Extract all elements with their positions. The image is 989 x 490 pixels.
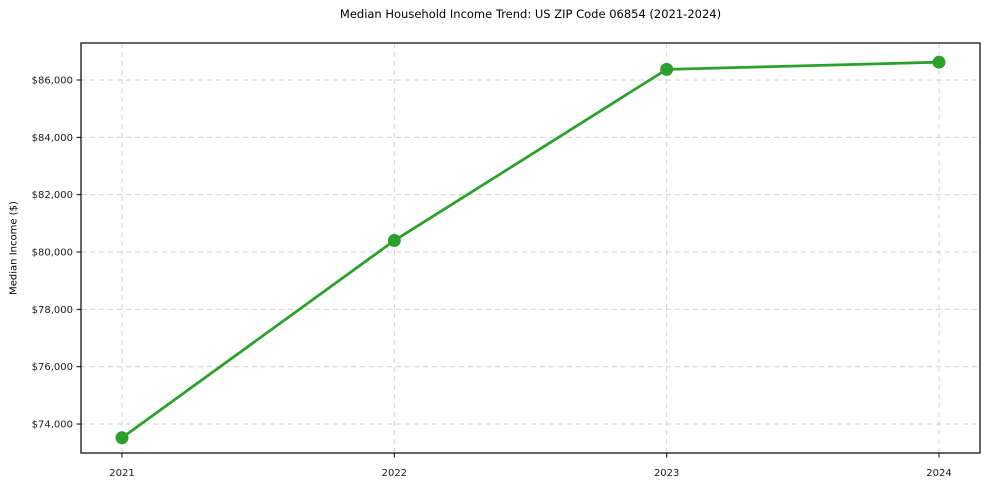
x-tick-label: 2024 [926,468,951,479]
data-point [932,55,946,69]
data-point [660,62,674,76]
y-tick-label: $74,000 [32,420,73,431]
trend-line [120,60,941,440]
x-tick-label: 2022 [382,468,407,479]
data-point [115,431,129,445]
data-point [387,234,401,248]
y-tick-label: $80,000 [32,248,73,259]
x-tick-label: 2023 [654,468,679,479]
y-tick-label: $76,000 [32,362,73,373]
y-tick-label: $82,000 [32,190,73,201]
chart-title: Median Household Income Trend: US ZIP Co… [339,7,722,21]
x-tick-label: 2021 [109,468,134,479]
y-tick-label: $78,000 [32,305,73,316]
y-tick-label: $84,000 [32,133,73,144]
y-tick-label: $86,000 [32,75,73,86]
plot-border [80,42,981,454]
